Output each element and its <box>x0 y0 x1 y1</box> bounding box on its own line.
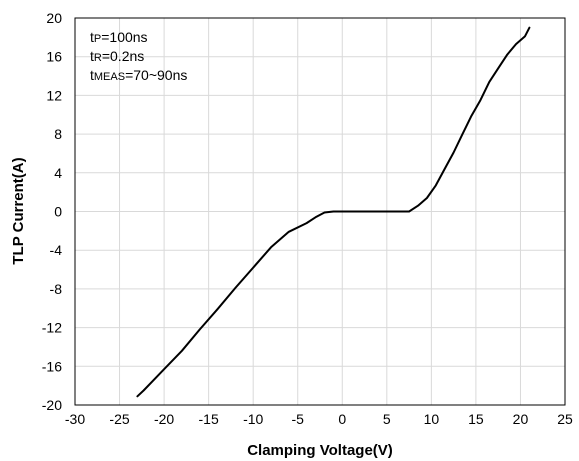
y-tick-label: -8 <box>50 281 63 297</box>
x-tick-label: 5 <box>383 411 391 427</box>
annotation-line: tR=0.2ns <box>90 48 144 64</box>
x-tick-label: 0 <box>338 411 346 427</box>
y-tick-label: 0 <box>54 204 62 220</box>
y-tick-label: 4 <box>54 165 62 181</box>
y-tick-label: 16 <box>46 49 62 65</box>
y-tick-label: -20 <box>42 397 62 413</box>
y-axis-label: TLP Current(A) <box>10 157 27 264</box>
annotation-line: tMEAS=70~90ns <box>90 67 187 83</box>
y-tick-label: 12 <box>46 87 62 103</box>
annotation-value: =0.2ns <box>102 48 144 64</box>
annotation-symbol: t <box>90 48 94 64</box>
series-line-0 <box>136 26 531 398</box>
y-tick-label: -12 <box>42 320 62 336</box>
x-tick-label: -30 <box>65 411 85 427</box>
y-tick-label: 20 <box>46 10 62 26</box>
annotation-value: =70~90ns <box>125 67 187 83</box>
series-layer <box>136 26 531 398</box>
plot-frame <box>74 17 566 406</box>
annotation-symbol: t <box>90 29 94 45</box>
x-tick-label: 20 <box>513 411 529 427</box>
y-tick-label: -4 <box>50 242 63 258</box>
x-tick-label: -15 <box>199 411 219 427</box>
annotation-line: tP=100ns <box>90 29 148 45</box>
annotation-value: =100ns <box>101 29 147 45</box>
grid <box>74 17 566 406</box>
x-tick-label: -5 <box>292 411 305 427</box>
y-tick-label: 8 <box>54 126 62 142</box>
annotation-symbol: t <box>90 67 94 83</box>
annotation-subscript: MEAS <box>94 71 125 83</box>
annotation-subscript: R <box>94 52 102 64</box>
x-axis-label: Clamping Voltage(V) <box>247 442 393 459</box>
x-tick-label: 15 <box>468 411 484 427</box>
y-tick-label: -16 <box>42 358 62 374</box>
x-tick-label: -25 <box>109 411 129 427</box>
x-tick-label: 25 <box>557 411 573 427</box>
x-tick-label: 10 <box>424 411 440 427</box>
x-tick-label: -10 <box>243 411 263 427</box>
tick-labels: -30 -25 -20 -15 -10 -5 0 5 10 15 20 25 -20 -16 -12 -8 -4… <box>42 10 573 427</box>
x-tick-label: -20 <box>154 411 174 427</box>
annotation-subscript: P <box>94 33 101 45</box>
